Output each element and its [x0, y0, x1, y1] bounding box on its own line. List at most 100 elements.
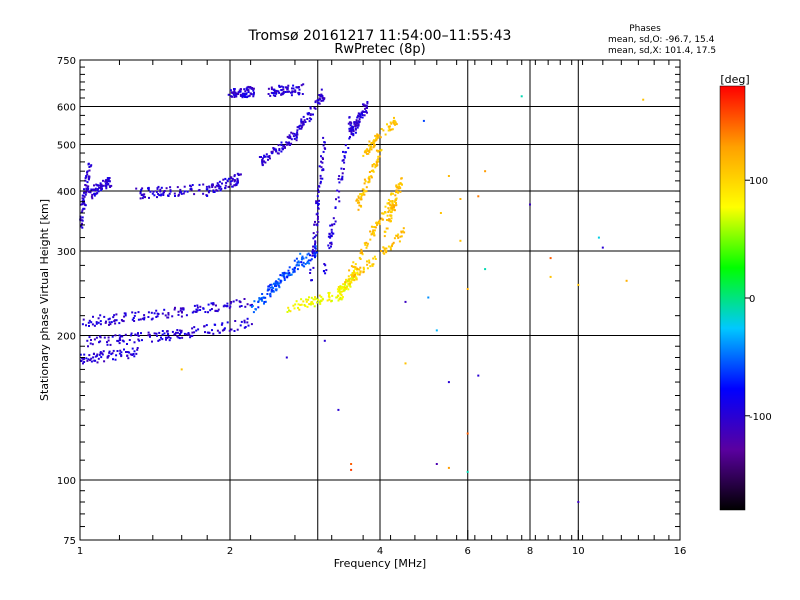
data-point [399, 235, 402, 238]
data-point [219, 185, 222, 188]
data-point [100, 356, 103, 359]
data-point [382, 129, 385, 132]
data-point [300, 127, 303, 130]
data-point [300, 121, 303, 124]
data-point [182, 308, 185, 311]
data-point [289, 137, 292, 140]
data-point [108, 350, 111, 353]
data-point [88, 354, 91, 357]
data-point [365, 104, 368, 107]
data-point [351, 278, 354, 281]
data-point [383, 247, 386, 250]
data-point [116, 339, 119, 342]
data-point [252, 93, 255, 96]
data-point [435, 463, 438, 465]
data-point [331, 224, 334, 227]
data-point [86, 181, 89, 184]
data-point [92, 356, 95, 359]
data-point [312, 298, 315, 301]
data-point [133, 341, 136, 344]
data-point [292, 135, 295, 138]
data-point [158, 338, 161, 341]
data-point [371, 263, 374, 266]
data-point [316, 202, 319, 204]
data-point [220, 187, 223, 190]
data-point [113, 314, 116, 317]
data-point [124, 333, 127, 336]
data-point [216, 310, 219, 313]
data-point [88, 336, 91, 339]
data-point [212, 303, 214, 306]
data-point [81, 357, 84, 359]
data-point [322, 144, 325, 147]
data-point [314, 245, 317, 248]
data-point [297, 303, 300, 306]
data-point [86, 339, 89, 342]
data-point [353, 121, 356, 124]
data-point [147, 334, 150, 337]
data-point [322, 150, 325, 153]
data-point [101, 352, 104, 355]
data-point [207, 311, 209, 314]
data-point [313, 250, 316, 253]
data-point [372, 170, 375, 173]
data-point [173, 333, 176, 336]
data-point [285, 86, 288, 89]
data-point [161, 330, 164, 332]
data-point [270, 283, 273, 286]
data-point [161, 312, 164, 315]
data-point [344, 286, 347, 289]
data-point [334, 206, 337, 209]
data-point [262, 160, 265, 163]
data-point [121, 319, 124, 322]
data-point [317, 188, 320, 191]
data-point [246, 96, 248, 99]
data-point [196, 306, 199, 309]
data-point [91, 343, 94, 346]
data-point [119, 339, 122, 341]
data-point [264, 300, 267, 303]
data-point [393, 200, 396, 203]
data-point [205, 185, 208, 188]
data-point [311, 248, 314, 251]
data-point [401, 183, 403, 186]
stats-o-mode: mean, sd,O: -96.7, 15.4 [608, 35, 715, 45]
data-point [282, 86, 285, 89]
data-point [352, 128, 355, 131]
data-point [84, 179, 87, 182]
data-point [308, 303, 311, 306]
data-point [94, 355, 97, 358]
data-point [295, 139, 298, 142]
data-point [131, 347, 134, 350]
data-point [338, 181, 341, 184]
data-point [293, 90, 296, 93]
data-point [157, 313, 160, 315]
data-point [79, 203, 82, 206]
data-point [252, 89, 255, 92]
data-point [279, 274, 282, 277]
data-point [384, 133, 387, 136]
data-point [106, 343, 109, 346]
data-point [267, 93, 270, 95]
data-point [360, 248, 363, 251]
data-point [363, 178, 366, 181]
data-point [269, 157, 271, 160]
data-point [306, 260, 309, 263]
data-point [274, 95, 277, 97]
data-point [251, 87, 254, 90]
data-point [260, 156, 262, 158]
data-point [378, 134, 381, 137]
data-point [390, 122, 393, 125]
data-point [107, 183, 110, 185]
data-point [309, 254, 311, 257]
data-point [235, 95, 238, 98]
data-point [306, 253, 309, 256]
data-point [353, 279, 356, 282]
data-point [278, 149, 281, 152]
data-point [204, 331, 206, 334]
data-point [283, 146, 286, 149]
data-point [236, 181, 239, 183]
data-point [86, 359, 89, 362]
data-point [395, 234, 398, 237]
data-point [197, 328, 200, 331]
